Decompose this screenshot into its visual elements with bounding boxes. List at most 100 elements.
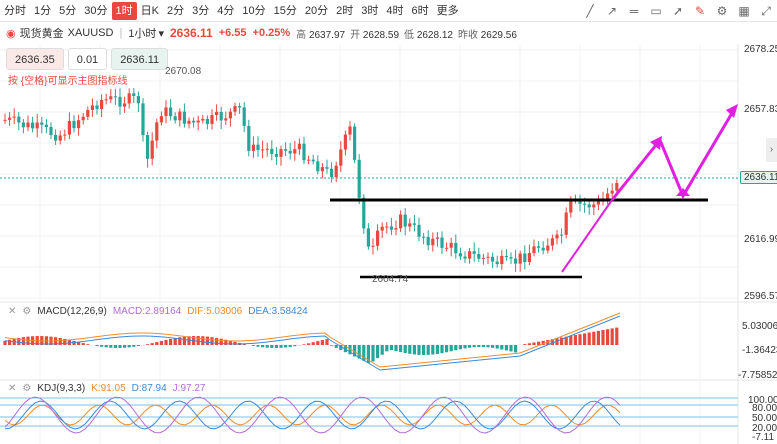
macd-bar xyxy=(491,345,495,348)
timeframe-9[interactable]: 10分 xyxy=(242,4,266,17)
timeframe-11[interactable]: 20分 xyxy=(304,4,329,17)
symbol-name[interactable]: 现货黄金 xyxy=(19,28,64,40)
candle xyxy=(228,111,232,119)
timeframe-14[interactable]: 4时 xyxy=(386,4,404,17)
candle xyxy=(118,96,122,107)
rectangle-icon[interactable]: ▭ xyxy=(650,4,662,18)
macd-bar xyxy=(389,345,393,351)
settings-icon[interactable]: ⚙ xyxy=(22,383,32,394)
interval-select[interactable]: 1小时 xyxy=(128,28,157,40)
symbol-code: XAUUSD xyxy=(67,27,114,39)
timeframe-5[interactable]: 日K xyxy=(140,4,159,17)
arrow-head xyxy=(676,188,690,196)
candle xyxy=(256,144,260,150)
kdj-title[interactable]: KDJ(9,3,3) xyxy=(37,383,86,394)
separator: | xyxy=(119,27,123,39)
macd-bar xyxy=(146,344,150,345)
macd-bar xyxy=(417,345,421,355)
macd-bar xyxy=(123,345,127,348)
price-axis-label: 2678.25 xyxy=(744,44,777,55)
macd-bar xyxy=(182,336,186,345)
ray-icon[interactable]: ↗ xyxy=(606,4,618,18)
quantity-input[interactable]: 0.01 xyxy=(67,48,108,70)
macd-bar xyxy=(311,342,315,345)
candle xyxy=(348,126,352,135)
fullscreen-icon[interactable]: ⤢ xyxy=(761,3,771,18)
candle xyxy=(537,246,541,248)
timeframe-3[interactable]: 30分 xyxy=(84,4,108,17)
open-value: 开 2628.59 xyxy=(350,29,400,41)
candle xyxy=(307,159,311,161)
arrow-icon[interactable]: ➚ xyxy=(672,4,684,18)
timeframe-15[interactable]: 6时 xyxy=(411,4,429,17)
timeframe-1[interactable]: 1分 xyxy=(34,4,52,17)
candle xyxy=(615,182,619,191)
candle xyxy=(297,143,301,150)
indicator-hint: 按 {空格}可显示主图指标线 xyxy=(8,76,128,87)
buy-price-button[interactable]: 2636.11 xyxy=(111,48,169,70)
layout-icon[interactable]: ▦ xyxy=(738,4,750,18)
timeframe-toolbar: 分时 1分 5分 30分 1时 日K 2分 3分 4分 10分 15分 20分 2时 3时 4时 6时 更多 xyxy=(0,0,777,22)
sell-price-button[interactable]: 2636.35 xyxy=(6,48,64,70)
timeframe-0[interactable]: 分时 xyxy=(4,4,26,17)
macd-bar xyxy=(77,342,81,345)
macd-bar xyxy=(274,345,278,348)
candle xyxy=(454,242,458,254)
candle xyxy=(509,257,513,259)
settings-icon[interactable]: ⚙ xyxy=(716,4,728,18)
macd-bar xyxy=(81,343,85,345)
macd-bar xyxy=(440,345,444,354)
macd-bar xyxy=(113,345,117,348)
timeframe-16[interactable]: 更多 xyxy=(436,4,459,17)
horizontal-line-icon[interactable]: ═ xyxy=(629,4,639,18)
candle xyxy=(325,167,329,169)
candle xyxy=(389,226,393,230)
settings-icon[interactable]: ⚙ xyxy=(22,306,32,317)
trend-line-icon[interactable]: ╱ xyxy=(586,4,594,18)
candle xyxy=(583,203,587,205)
macd-bar xyxy=(445,345,449,353)
macd-bar xyxy=(104,345,108,348)
candle xyxy=(491,256,495,262)
kdj-axis-label: 50.00 xyxy=(752,413,777,424)
macd-bar xyxy=(385,345,389,352)
macd-bar xyxy=(541,340,545,345)
timeframe-13[interactable]: 3时 xyxy=(361,4,379,17)
candle xyxy=(247,125,251,151)
macd-bar xyxy=(504,345,508,351)
candle xyxy=(431,238,435,246)
candle xyxy=(288,150,292,154)
macd-bar xyxy=(187,336,191,345)
macd-bar xyxy=(58,337,62,345)
timeframe-4[interactable]: 1时 xyxy=(111,1,137,20)
timeframe-7[interactable]: 3分 xyxy=(192,4,210,17)
timeframe-6[interactable]: 2分 xyxy=(166,4,185,17)
macd-bar xyxy=(523,344,527,345)
macd-title[interactable]: MACD(12,26,9) xyxy=(37,306,107,317)
macd-bar xyxy=(532,342,536,345)
close-icon[interactable]: ✕ xyxy=(8,306,17,317)
candle xyxy=(546,245,550,251)
candle xyxy=(265,148,269,150)
candle xyxy=(224,118,228,121)
chevron-down-icon[interactable]: ▾ xyxy=(158,27,164,40)
macd-bar xyxy=(307,343,311,345)
candle xyxy=(518,253,522,264)
timeframe-12[interactable]: 2时 xyxy=(336,4,354,17)
timeframe-2[interactable]: 5分 xyxy=(59,4,77,17)
candle xyxy=(500,255,504,265)
kdj-line xyxy=(4,396,621,434)
candle xyxy=(270,148,274,155)
timeframe-8[interactable]: 4分 xyxy=(217,4,235,17)
close-icon[interactable]: ✕ xyxy=(8,383,17,394)
candle xyxy=(178,111,182,121)
current-price-tag: 2636.11 xyxy=(740,171,777,184)
dea-value: DEA:3.58424 xyxy=(248,306,308,317)
chevron-right-icon[interactable]: › xyxy=(766,138,777,162)
macd-bar xyxy=(357,345,361,359)
macd-bar xyxy=(426,345,430,355)
eraser-icon[interactable]: ✎ xyxy=(694,4,706,18)
k-value: K:91.05 xyxy=(91,383,126,394)
timeframe-10[interactable]: 15分 xyxy=(273,4,297,17)
